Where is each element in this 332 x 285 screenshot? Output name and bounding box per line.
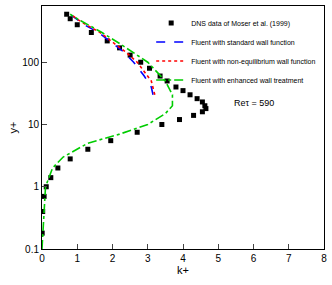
svg-text:DNS data of Moser et al. (1999: DNS data of Moser et al. (1999) (191, 20, 290, 28)
svg-text:k+: k+ (177, 264, 189, 276)
svg-text:5: 5 (215, 253, 221, 264)
svg-text:10: 10 (28, 119, 40, 130)
svg-text:100: 100 (22, 57, 39, 68)
svg-text:4: 4 (180, 253, 186, 264)
svg-text:Fluent with standard wall func: Fluent with standard wall function (191, 39, 295, 46)
svg-text:0: 0 (39, 253, 45, 264)
svg-text:Fluent with enhanced wall trea: Fluent with enhanced wall treatment (191, 77, 303, 84)
svg-text:Reτ = 590: Reτ = 590 (234, 98, 274, 108)
svg-text:y+: y+ (7, 122, 19, 134)
svg-text:8: 8 (321, 253, 327, 264)
svg-text:1: 1 (33, 181, 39, 192)
svg-text:0.1: 0.1 (25, 244, 39, 255)
svg-text:3: 3 (145, 253, 151, 264)
svg-text:1: 1 (74, 253, 80, 264)
svg-text:7: 7 (286, 253, 292, 264)
svg-text:6: 6 (251, 253, 257, 264)
svg-text:2: 2 (110, 253, 116, 264)
svg-text:Fluent with non-equilibrium wa: Fluent with non-equilibrium wall functio… (191, 58, 315, 66)
